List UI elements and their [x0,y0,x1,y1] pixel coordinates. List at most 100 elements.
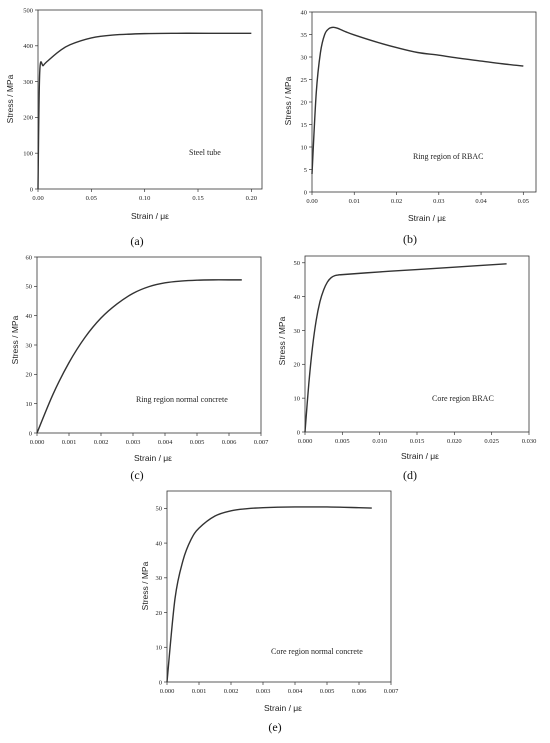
x-tick-label: 0.02 [391,198,402,205]
x-tick-label: 0.10 [139,195,150,202]
annotation: Steel tube [189,148,221,157]
y-tick-label: 40 [156,540,163,547]
y-tick-label: 0 [304,189,307,196]
stress-strain-curve [311,26,524,175]
y-tick-label: 30 [294,328,301,335]
y-tick-label: 10 [301,144,308,151]
x-tick-label: 0.006 [352,688,367,695]
y-tick-label: 300 [23,79,33,86]
y-tick-label: 20 [294,362,301,369]
x-axis-label: Strain / με [408,213,446,223]
x-tick-label: 0.010 [372,438,387,445]
y-axis-label: Stress / MPa [140,561,150,610]
plot-frame [166,490,392,683]
plot-frame [304,255,530,433]
x-ticks: 0.00 0.01 0.02 0.03 0.04 0.05 [306,192,529,205]
x-tick-label: 0.20 [246,195,257,202]
x-tick-label: 0.020 [447,438,462,445]
x-tick-label: 0.03 [433,198,444,205]
stress-strain-curve [304,263,507,433]
y-tick-label: 400 [23,43,33,50]
x-tick-label: 0.025 [484,438,499,445]
x-tick-label: 0.030 [522,438,537,445]
x-tick-label: 0.003 [126,439,141,446]
x-tick-label: 0.04 [475,198,487,205]
x-tick-label: 0.004 [288,688,303,695]
x-ticks: 0.000 0.001 0.002 0.003 0.004 0.005 0.006 0.007 [160,682,399,695]
y-tick-label: 10 [26,401,33,408]
y-axis-label: Stress / MPa [283,76,293,125]
x-tick-label: 0.05 [86,195,97,202]
y-tick-label: 30 [26,342,33,349]
x-tick-label: 0.001 [62,439,77,446]
x-ticks: 0.00 0.05 0.10 0.15 0.20 [32,189,257,202]
stress-strain-curve [166,506,372,683]
plot-frame [36,256,262,434]
y-tick-label: 50 [26,284,33,291]
x-tick-label: 0.001 [192,688,207,695]
x-tick-label: 0.007 [384,688,399,695]
panel-d: 0.000 0.005 0.010 0.015 0.020 0.025 0.030 0 10 2… [277,255,537,482]
x-axis-label: Strain / με [401,451,439,461]
x-tick-label: 0.005 [190,439,205,446]
y-tick-label: 10 [156,645,163,652]
y-tick-label: 35 [301,32,308,39]
x-tick-label: 0.004 [158,439,173,446]
y-tick-label: 40 [301,9,308,16]
y-tick-label: 0 [159,679,162,686]
x-tick-label: 0.006 [222,439,237,446]
x-tick-label: 0.015 [410,438,425,445]
x-tick-label: 0.003 [256,688,271,695]
y-tick-label: 0 [29,430,32,437]
y-ticks: 0 10 20 30 40 50 [294,260,305,436]
annotation: Core region normal concrete [271,647,363,656]
panel-caption: (b) [403,232,417,246]
y-tick-label: 15 [301,122,308,129]
panel-b: 0.00 0.01 0.02 0.03 0.04 0.05 0 5 10 15 20 25 30 35 4… [283,9,537,246]
y-axis-label: Stress / MPa [10,315,20,364]
panel-caption: (d) [403,468,417,482]
x-axis-label: Strain / με [131,211,169,221]
y-tick-label: 100 [23,151,33,158]
annotation: Ring region of RBAC [413,152,483,161]
y-tick-label: 50 [156,506,163,513]
y-ticks: 0 5 10 15 20 25 30 35 40 [301,9,312,196]
y-tick-label: 200 [23,115,33,122]
y-tick-label: 30 [156,575,163,582]
x-tick-label: 0.05 [518,198,529,205]
panel-a: 0.00 0.05 0.10 0.15 0.20 0 100 200 300 400 500 St… [5,7,263,248]
y-tick-label: 25 [301,77,308,84]
panel-caption: (e) [268,720,281,734]
y-ticks: 0 10 20 30 40 50 [156,506,167,686]
panel-caption: (c) [130,468,143,482]
x-tick-label: 0.007 [254,439,269,446]
x-tick-label: 0.15 [192,195,203,202]
y-ticks: 0 10 20 30 40 50 60 [26,254,37,437]
x-tick-label: 0.000 [160,688,175,695]
x-ticks: 0.000 0.001 0.002 0.003 0.004 0.005 0.006 0.007 [30,433,269,446]
x-tick-label: 0.00 [32,195,43,202]
y-tick-label: 50 [294,260,301,267]
y-tick-label: 20 [301,99,308,106]
panel-c: 0.000 0.001 0.002 0.003 0.004 0.005 0.006 0.007… [10,254,269,482]
x-tick-label: 0.01 [349,198,360,205]
x-tick-label: 0.000 [298,438,313,445]
x-tick-label: 0.002 [224,688,239,695]
x-tick-label: 0.005 [335,438,350,445]
y-tick-label: 30 [301,54,308,61]
x-axis-label: Strain / με [134,453,172,463]
y-tick-label: 20 [26,372,33,379]
y-tick-label: 0 [30,186,33,193]
plot-frame [311,11,537,193]
annotation: Core region BRAC [432,394,494,403]
y-tick-label: 10 [294,395,301,402]
y-ticks: 0 100 200 300 400 500 [23,7,38,193]
x-tick-label: 0.002 [94,439,109,446]
y-tick-label: 20 [156,610,163,617]
y-axis-label: Stress / MPa [5,74,15,123]
y-tick-label: 500 [23,7,33,14]
y-tick-label: 40 [26,313,33,320]
plot-frame [37,9,263,190]
x-tick-label: 0.00 [306,198,317,205]
